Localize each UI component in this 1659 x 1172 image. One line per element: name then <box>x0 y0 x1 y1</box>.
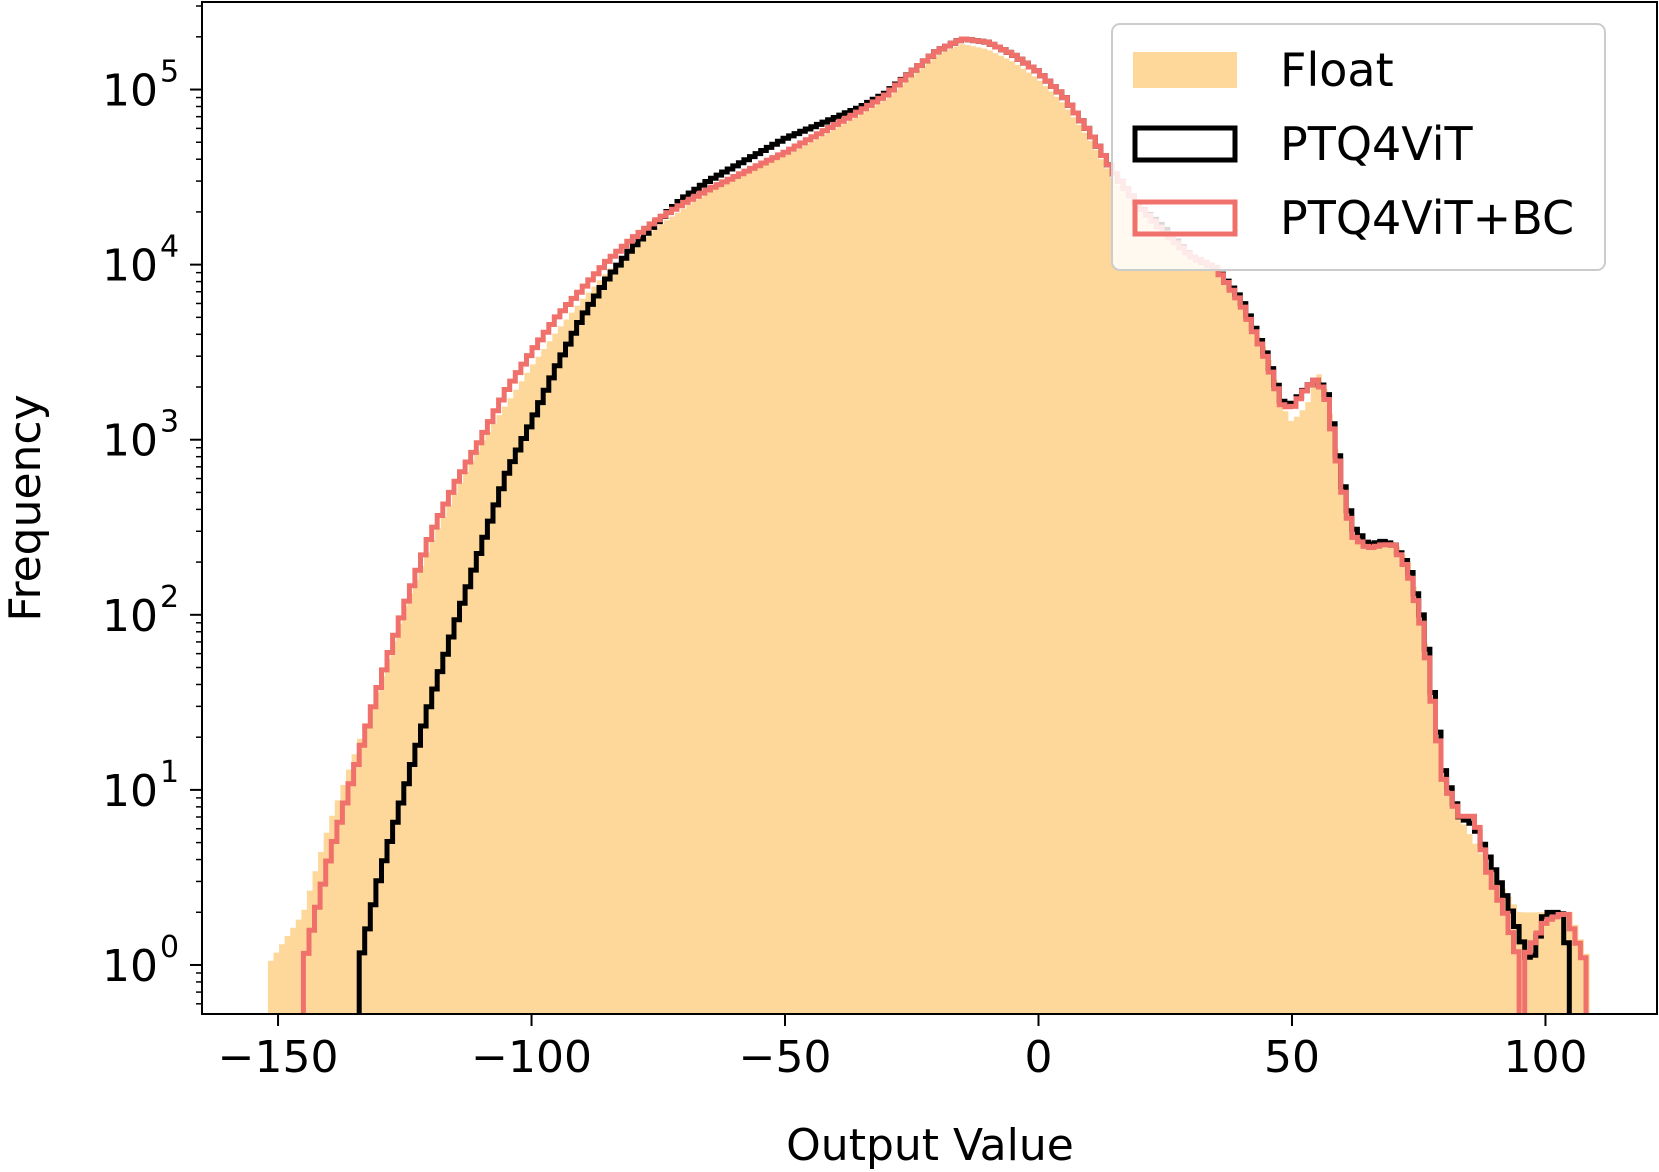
y-tick-base: 10 <box>102 941 158 992</box>
x-tick-label: −150 <box>218 1032 339 1083</box>
y-tick-exponent: 2 <box>160 580 179 615</box>
legend-swatch-ptq4vit-bc <box>1132 199 1238 237</box>
x-tick-label: 100 <box>1503 1032 1587 1083</box>
y-tick-exponent: 1 <box>160 755 179 790</box>
y-tick-label: 10 <box>102 241 158 292</box>
y-tick-exponent: 5 <box>160 55 179 90</box>
x-tick-label: 50 <box>1264 1032 1320 1083</box>
y-tick-label: 10 <box>102 766 158 817</box>
legend-label-ptq4vit: PTQ4ViT <box>1280 117 1474 171</box>
y-tick-base: 10 <box>102 766 158 817</box>
y-tick-label: 10 <box>102 416 158 467</box>
y-tick-label: 10 <box>102 591 158 642</box>
y-tick-exponent: 0 <box>160 930 179 965</box>
x-tick-label: 0 <box>1024 1032 1052 1083</box>
axes-frame <box>201 1 1658 1015</box>
y-tick-base: 10 <box>102 591 158 642</box>
legend-label-float: Float <box>1280 43 1394 97</box>
x-axis-label: Output Value <box>786 1120 1074 1171</box>
x-axis: −150 −100 −50 0 50 100 <box>218 1014 1587 1083</box>
y-tick-base: 10 <box>102 416 158 467</box>
y-tick-base: 10 <box>102 241 158 292</box>
legend-label-ptq4vit-bc: PTQ4ViT+BC <box>1280 191 1574 245</box>
plot-area <box>201 1 1658 1015</box>
x-tick-label: −50 <box>739 1032 832 1083</box>
y-tick-exponent: 4 <box>160 230 179 265</box>
y-axis-label: Frequency <box>0 394 51 621</box>
legend: Float PTQ4ViT PTQ4ViT+BC <box>1111 23 1606 271</box>
x-tick-label: −100 <box>471 1032 592 1083</box>
legend-swatch-ptq4vit <box>1132 125 1238 163</box>
series-layer <box>267 36 1590 1014</box>
y-tick-label: 10 <box>102 66 158 117</box>
y-tick-label: 10 <box>102 941 158 992</box>
y-tick-base: 10 <box>102 66 158 117</box>
legend-swatch-float <box>1133 52 1237 88</box>
series-ptq4vit-bc-outline <box>300 36 1589 1014</box>
y-tick-exponent: 3 <box>160 405 179 440</box>
